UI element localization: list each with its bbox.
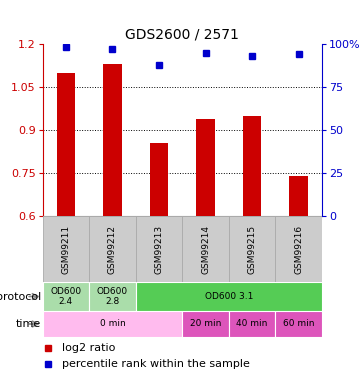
Bar	[290, 176, 308, 216]
Text: GSM99216: GSM99216	[294, 224, 303, 274]
Bar	[182, 216, 229, 282]
Text: GSM99211: GSM99211	[61, 224, 70, 274]
Bar	[229, 216, 275, 282]
Bar	[57, 73, 75, 216]
Text: GSM99215: GSM99215	[248, 224, 257, 274]
Bar	[43, 216, 89, 282]
Bar	[89, 282, 136, 311]
Bar	[196, 118, 215, 216]
Bar	[229, 311, 275, 337]
Bar	[275, 311, 322, 337]
Text: OD600
2.4: OD600 2.4	[50, 287, 82, 306]
Text: 40 min: 40 min	[236, 320, 268, 328]
Text: percentile rank within the sample: percentile rank within the sample	[62, 359, 250, 369]
Text: 60 min: 60 min	[283, 320, 314, 328]
Text: OD600 3.1: OD600 3.1	[205, 292, 253, 301]
Text: 20 min: 20 min	[190, 320, 221, 328]
Text: GSM99213: GSM99213	[155, 224, 164, 274]
Bar	[136, 282, 322, 311]
Bar	[103, 64, 122, 216]
Bar	[243, 116, 261, 216]
Bar	[275, 216, 322, 282]
Text: protocol: protocol	[0, 291, 41, 302]
Bar	[43, 282, 89, 311]
Text: log2 ratio: log2 ratio	[62, 343, 116, 352]
Text: GSM99214: GSM99214	[201, 225, 210, 273]
Title: GDS2600 / 2571: GDS2600 / 2571	[125, 27, 239, 42]
Text: time: time	[16, 319, 41, 329]
Bar	[136, 216, 182, 282]
Text: GSM99212: GSM99212	[108, 225, 117, 273]
Text: 0 min: 0 min	[100, 320, 125, 328]
Bar	[89, 216, 136, 282]
Bar	[182, 311, 229, 337]
Bar	[150, 143, 168, 216]
Bar	[43, 311, 182, 337]
Text: OD600
2.8: OD600 2.8	[97, 287, 128, 306]
